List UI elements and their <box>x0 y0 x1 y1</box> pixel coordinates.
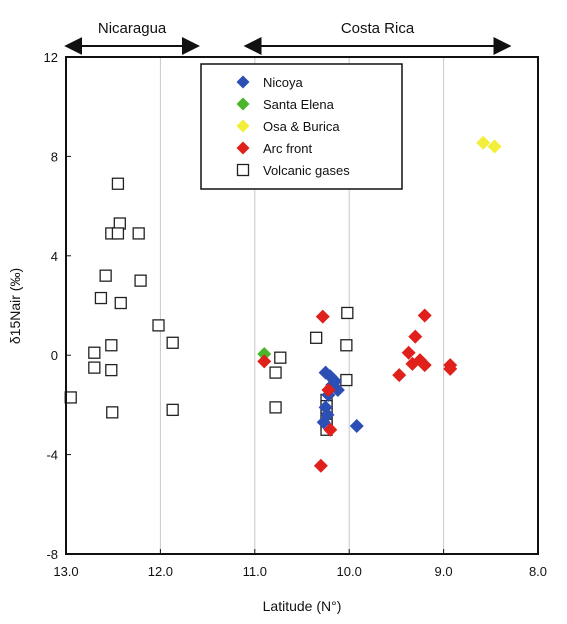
x-tick-label: 11.0 <box>243 564 267 579</box>
legend-marker-volcanic-gases <box>236 163 250 177</box>
x-tick-labels: 13.0 12.0 11.0 10.0 9.0 8.0 <box>53 564 547 579</box>
arc-front-point <box>392 368 407 383</box>
nicoya-point <box>330 382 345 397</box>
volcanic-gases-point <box>340 373 353 387</box>
x-tick-label: 8.0 <box>529 564 547 579</box>
osa-burica-point <box>487 139 502 154</box>
volcanic-gases-point <box>152 319 165 332</box>
volcanic-gases-point <box>111 177 125 190</box>
arc-front-point <box>408 329 423 344</box>
arc-front-point <box>315 309 330 324</box>
x-tick-label: 10.0 <box>337 564 362 579</box>
legend-label-volcanic-gases: Volcanic gases <box>263 163 350 178</box>
volcanic-gases-point <box>132 227 145 240</box>
y-tick-label: 0 <box>51 348 58 363</box>
y-tick-label: 12 <box>44 50 58 65</box>
data-points <box>64 135 502 473</box>
region-label-costa-rica: Costa Rica <box>341 20 415 37</box>
arc-front-point <box>401 345 416 360</box>
volcanic-gases-point <box>274 351 287 364</box>
arc-front-point <box>417 308 432 323</box>
santa-elena-point <box>257 346 272 361</box>
arc-front-point <box>323 422 338 437</box>
x-tick-label: 13.0 <box>53 564 78 579</box>
arc-front-point <box>417 358 432 373</box>
y-tick-label: -4 <box>46 448 58 463</box>
osa-burica-point <box>476 135 491 150</box>
legend-label-osa-burica: Osa & Burica <box>263 119 340 134</box>
legend-label-nicoya: Nicoya <box>263 75 304 90</box>
region-annotations: Nicaragua Costa Rica <box>64 20 512 55</box>
volcanic-gases-point <box>134 274 147 287</box>
legend-box <box>200 63 403 190</box>
y-axis-title: δ15Nair (‰) <box>7 268 23 344</box>
volcanic-gases-point <box>106 406 119 419</box>
volcanic-gases-point <box>88 361 101 374</box>
y-tick-labels: 12 8 4 0 -4 -8 <box>44 50 58 562</box>
legend-label-arc-front: Arc front <box>263 141 313 156</box>
volcanic-gases-point <box>94 291 108 305</box>
arc-front-point <box>321 382 336 397</box>
y-tick-label: 8 <box>51 149 58 164</box>
axis-ticks <box>65 56 539 555</box>
arc-front-point <box>313 458 328 473</box>
legend-marker-nicoya <box>236 75 250 89</box>
volcanic-gases-point <box>114 296 127 310</box>
y-tick-label: 4 <box>51 249 58 264</box>
volcanic-gases-point <box>111 227 125 240</box>
y-tick-label: -8 <box>46 547 58 562</box>
volcanic-gases-point <box>105 363 118 377</box>
legend-marker-santa-elena <box>236 97 250 111</box>
volcanic-gases-point <box>310 331 323 344</box>
nicoya-point <box>349 419 364 434</box>
plot-frame <box>65 56 539 555</box>
x-axis-title: Latitude (N°) <box>263 598 342 614</box>
volcanic-gases-point <box>166 336 179 349</box>
volcanic-gases-point <box>88 346 101 359</box>
legend-marker-osa-burica <box>236 119 250 133</box>
legend: Nicoya Santa Elena Osa & Burica Arc front Vo… <box>200 63 403 190</box>
legend-marker-arc-front <box>236 141 250 155</box>
volcanic-gases-point <box>105 339 118 352</box>
volcanic-gases-point <box>269 366 282 379</box>
volcanic-gases-point <box>166 403 179 417</box>
volcanic-gases-point <box>341 306 354 320</box>
legend-label-santa-elena: Santa Elena <box>263 97 335 112</box>
nicoya-point <box>316 415 331 430</box>
volcanic-gases-point <box>340 339 353 352</box>
arc-front-point <box>443 361 458 376</box>
volcanic-gases-point <box>269 401 282 414</box>
region-label-nicaragua: Nicaragua <box>98 20 167 37</box>
volcanic-gases-point <box>99 269 112 282</box>
x-tick-label: 12.0 <box>148 564 173 579</box>
arc-front-point <box>257 354 272 369</box>
x-tick-label: 9.0 <box>435 564 453 579</box>
